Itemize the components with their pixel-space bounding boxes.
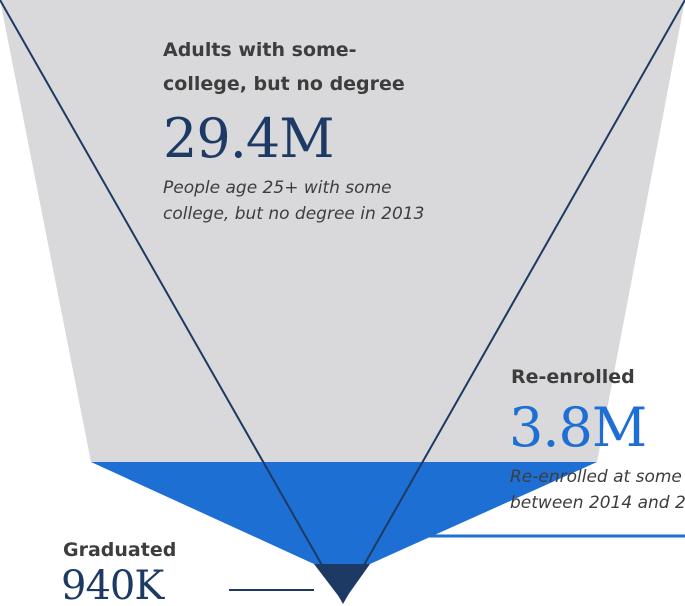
- funnel-segment-some-college: [0, 0, 685, 462]
- some-college-desc-line1: People age 25+ with some: [163, 178, 392, 198]
- reenrolled-heading: Re-enrolled: [511, 366, 635, 388]
- funnel-segment-reenrolled: [91, 462, 597, 564]
- graduated-value: 940K: [61, 563, 164, 606]
- some-college-value: 29.4M: [163, 107, 335, 170]
- some-college-heading-line1: Adults with some-: [163, 39, 357, 61]
- graduated-heading: Graduated: [63, 539, 177, 561]
- some-college-desc-line2: college, but no degree in 2013: [163, 204, 425, 224]
- reenrolled-desc-line2: between 2014 and 2017: [510, 493, 685, 513]
- reenrolled-value: 3.8M: [509, 396, 647, 459]
- some-college-heading-line2: college, but no degree: [163, 73, 405, 95]
- funnel-segment-graduated: [314, 564, 370, 602]
- reenrolled-desc-line1: Re-enrolled at some point: [510, 467, 685, 487]
